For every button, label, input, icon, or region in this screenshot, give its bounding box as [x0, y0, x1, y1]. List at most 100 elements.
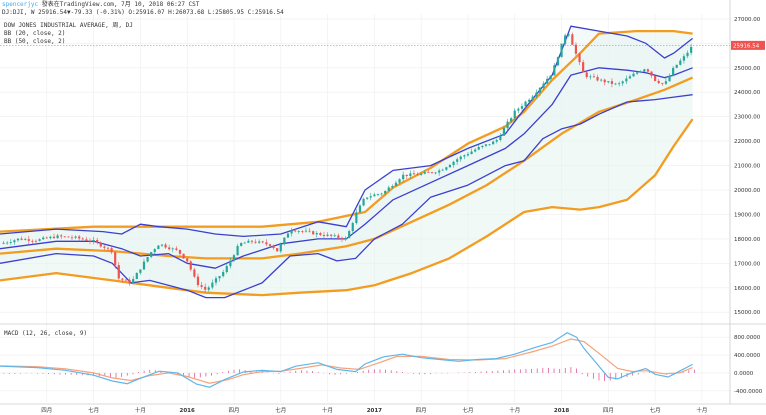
bb20-fill: [0, 26, 693, 298]
y-tick-label: 17000.00: [734, 261, 761, 267]
x-tick-label: 四月: [41, 407, 52, 414]
candle-body: [636, 72, 639, 74]
candle-body: [171, 248, 174, 250]
candle-body: [441, 169, 444, 171]
candle-body: [106, 247, 110, 249]
candle-body: [88, 240, 92, 242]
x-tick-label: 十月: [696, 406, 707, 414]
candle-body: [322, 235, 326, 236]
publish-line: spencerjyc 發表在TradingView.com, 7月 10, 20…: [2, 0, 200, 8]
macd-line: [0, 332, 693, 388]
candle-body: [243, 242, 246, 244]
candle-body: [600, 79, 603, 81]
x-tick-label: 十月: [135, 406, 146, 414]
macd-signal-line: [0, 338, 693, 384]
candle-body: [466, 154, 470, 156]
macd-y-tick-label: 0.0000: [734, 371, 754, 377]
y-tick-label: 22000.00: [734, 139, 761, 145]
candle-body: [9, 242, 12, 243]
candle-body: [78, 236, 81, 239]
candle-body: [52, 236, 56, 239]
candle-body: [618, 83, 621, 85]
candle-body: [438, 170, 441, 173]
candle-body: [679, 60, 682, 65]
candle-body: [510, 118, 513, 122]
y-tick-label: 23000.00: [734, 115, 761, 121]
candle-body: [560, 43, 563, 58]
candle-body: [657, 80, 660, 84]
candle-body: [470, 151, 473, 155]
candle-body: [376, 194, 380, 195]
candle-body: [520, 106, 524, 109]
macd-pane: [0, 332, 695, 388]
candle-body: [330, 234, 333, 236]
x-tick-label: 七月: [650, 406, 661, 414]
candle-body: [286, 233, 290, 238]
candle-body: [517, 108, 520, 111]
bb20-band-fill: [0, 26, 693, 298]
x-tick-label: 七月: [275, 406, 286, 414]
last-price-label: 25916.54: [733, 43, 760, 49]
candle-body: [337, 235, 340, 238]
candle-body: [214, 278, 218, 283]
candle-body: [283, 237, 286, 245]
candle-body: [607, 81, 610, 83]
candle-body: [423, 172, 426, 174]
candle-body: [351, 223, 354, 232]
y-tick-label: 24000.00: [734, 90, 761, 96]
bb50-lower-line: [0, 118, 694, 297]
candle-body: [279, 244, 282, 252]
candle-body: [67, 236, 70, 238]
candle-body: [186, 258, 189, 262]
candle-body: [132, 279, 135, 284]
candle-body: [153, 249, 156, 253]
candle-body: [124, 279, 128, 281]
candle-body: [196, 276, 200, 286]
candle-body: [117, 265, 120, 279]
candle-body: [369, 196, 372, 198]
candle-body: [409, 173, 412, 177]
candle-body: [121, 278, 124, 280]
ohlc-line: DJ:DJI, W 25916.54▼-79.33 (-0.31%) O:259…: [2, 9, 284, 16]
candle-body: [603, 79, 606, 83]
candle-body: [502, 128, 506, 136]
candle-body: [189, 261, 192, 270]
candle-body: [222, 272, 225, 277]
labels: spencerjyc 發表在TradingView.com, 7月 10, 20…: [2, 0, 284, 337]
candle-body: [445, 167, 448, 170]
candle-body: [564, 35, 567, 44]
bb50-upper-line: [0, 29, 693, 233]
bb20-lower-line: [0, 94, 693, 299]
candle-body: [556, 57, 560, 66]
candle-body: [571, 34, 574, 45]
candle-body: [481, 145, 484, 148]
candle-body: [2, 242, 5, 244]
y-tick-label: 19000.00: [734, 212, 761, 218]
candle-body: [387, 187, 390, 191]
x-tick-label: 2018: [554, 408, 569, 414]
candle-body: [492, 141, 495, 145]
legend-macd: MACD (12, 26, close, 9): [4, 330, 87, 337]
candle-body: [484, 144, 488, 146]
candle-body: [24, 239, 27, 240]
candle-body: [56, 235, 59, 239]
macd-y-tick-label: 800.0000: [734, 335, 761, 341]
candle-body: [150, 252, 153, 257]
candle-body: [182, 253, 185, 259]
candle-body: [344, 238, 347, 240]
x-tick-label: 七月: [462, 406, 473, 414]
legend-bb20: BB (20, close, 2): [4, 30, 65, 37]
candle-body: [99, 242, 102, 247]
candle-body: [63, 236, 66, 238]
candle-body: [16, 238, 20, 241]
candle-body: [535, 92, 538, 97]
candle-body: [225, 266, 228, 273]
candle-body: [362, 198, 365, 206]
candle-body: [412, 173, 416, 175]
candle-body: [254, 241, 257, 243]
candle-body: [499, 135, 502, 140]
candle-body: [621, 81, 624, 84]
candle-body: [686, 52, 689, 57]
candle-body: [459, 156, 462, 160]
candle-body: [204, 286, 207, 290]
